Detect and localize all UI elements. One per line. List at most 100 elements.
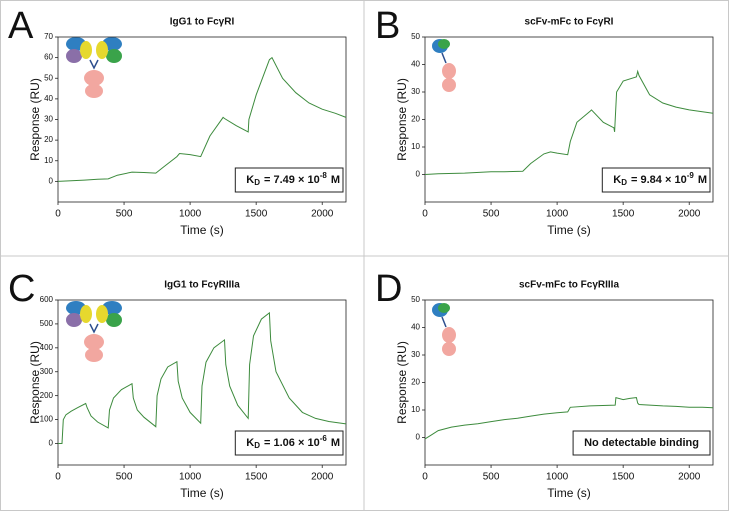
y-tick-label: 100 <box>40 415 54 424</box>
x-tick-label: 1500 <box>612 472 635 483</box>
y-tick-label: 60 <box>44 53 53 62</box>
x-tick-label: 0 <box>422 472 428 483</box>
igg-icon <box>66 301 122 362</box>
y-axis-title: Response (RU) <box>28 78 42 161</box>
y-tick-label: 30 <box>411 350 420 359</box>
panel: A IgG1 to FcγRI 0 10 20 30 40 50 60 70 0 500 1000 150… <box>8 5 347 237</box>
y-tick-label: 10 <box>411 405 420 414</box>
x-tick-label: 0 <box>55 472 61 483</box>
y-tick-label: 500 <box>40 319 54 328</box>
annotation: No detectable binding <box>584 437 699 449</box>
y-tick-label: 50 <box>411 32 420 41</box>
x-axis-title: Time (s) <box>180 486 224 500</box>
panel-title: IgG1 to FcγRIIIa <box>164 280 240 291</box>
x-tick-label: 500 <box>116 472 133 483</box>
kd-symbol: K <box>246 174 254 186</box>
panel-letter: C <box>8 268 35 310</box>
data-line <box>58 311 347 444</box>
x-tick-label: 2000 <box>311 472 334 483</box>
x-tick-label: 1000 <box>546 209 569 220</box>
x-tick-label: 0 <box>422 209 428 220</box>
panel-title: IgG1 to FcγRI <box>170 17 235 28</box>
y-axis-title: Response (RU) <box>395 78 409 161</box>
y-tick-label: 600 <box>40 295 54 304</box>
igg-icon <box>66 37 122 98</box>
y-tick-label: 20 <box>44 135 53 144</box>
y-tick-label: 0 <box>49 176 54 185</box>
kd-subscript: D <box>254 178 260 187</box>
data-line <box>424 69 714 175</box>
annotation: KD = 7.49 × 10-8 M <box>246 171 340 187</box>
x-tick-label: 0 <box>55 209 61 220</box>
x-tick-label: 1000 <box>179 472 202 483</box>
y-tick-label: 40 <box>44 94 53 103</box>
y-tick-label: 10 <box>44 156 53 165</box>
x-axis-title: Time (s) <box>180 223 224 237</box>
y-tick-label: 0 <box>49 439 54 448</box>
y-axis-title: Response (RU) <box>395 341 409 424</box>
y-tick-label: 300 <box>40 367 54 376</box>
scfv-icon <box>432 39 456 92</box>
annotation: KD = 9.84 × 10-9 M <box>613 171 707 187</box>
annotation-box <box>234 167 344 193</box>
panel: C IgG1 to FcγRIIIa 0 100 200 300 400 500 600 0 500… <box>8 268 347 500</box>
x-tick-label: 1000 <box>179 209 202 220</box>
kd-subscript: D <box>621 178 627 187</box>
panel-title: scFv-mFc to FcγRI <box>525 17 614 28</box>
y-tick-label: 50 <box>44 73 53 82</box>
x-axis-title: Time (s) <box>547 486 591 500</box>
y-axis-title: Response (RU) <box>28 341 42 424</box>
annotation-box <box>234 430 344 456</box>
annotation-text: No detectable binding <box>584 437 699 449</box>
kd-symbol: K <box>613 174 621 186</box>
data-line <box>57 56 347 182</box>
kd-exponent: -9 <box>687 171 695 180</box>
kd-exponent: -6 <box>320 434 328 443</box>
kd-value: = 9.84 × 10 <box>631 174 687 186</box>
x-tick-label: 1000 <box>546 472 569 483</box>
y-tick-label: 30 <box>411 87 420 96</box>
annotation-box <box>601 167 711 193</box>
kd-subscript: D <box>254 441 260 450</box>
x-axis-title: Time (s) <box>547 223 591 237</box>
x-tick-label: 2000 <box>678 209 701 220</box>
panel-letter: A <box>8 5 34 47</box>
y-tick-label: 40 <box>411 60 420 69</box>
kd-exponent: -8 <box>320 171 328 180</box>
x-tick-label: 2000 <box>311 209 334 220</box>
panel-title: scFv-mFc to FcγRIIIa <box>519 280 619 291</box>
kd-unit: M <box>331 437 340 449</box>
panel-letter: D <box>375 268 402 310</box>
y-tick-label: 30 <box>44 115 53 124</box>
x-tick-label: 1500 <box>612 209 635 220</box>
x-tick-label: 1500 <box>245 209 268 220</box>
x-tick-label: 1500 <box>245 472 268 483</box>
annotation-box <box>572 430 711 456</box>
kd-symbol: K <box>246 437 254 449</box>
plot-frame <box>57 299 347 466</box>
annotation: KD = 1.06 × 10-6 M <box>246 434 340 450</box>
kd-value: = 1.06 × 10 <box>264 437 320 449</box>
kd-value: = 7.49 × 10 <box>264 174 320 186</box>
y-tick-label: 400 <box>40 343 54 352</box>
y-tick-label: 10 <box>411 142 420 151</box>
scfv-icon <box>432 303 456 356</box>
kd-unit: M <box>331 174 340 186</box>
panel-letter: B <box>375 5 400 47</box>
x-tick-label: 2000 <box>678 472 701 483</box>
y-tick-label: 0 <box>416 170 421 179</box>
x-tick-label: 500 <box>116 209 133 220</box>
y-tick-label: 70 <box>44 32 53 41</box>
y-tick-label: 40 <box>411 323 420 332</box>
y-tick-label: 0 <box>416 433 421 442</box>
kd-unit: M <box>698 174 707 186</box>
y-tick-label: 20 <box>411 115 420 124</box>
data-line <box>424 396 714 440</box>
y-tick-label: 20 <box>411 378 420 387</box>
y-tick-label: 50 <box>411 295 420 304</box>
y-tick-label: 200 <box>40 391 54 400</box>
x-tick-label: 500 <box>483 209 500 220</box>
